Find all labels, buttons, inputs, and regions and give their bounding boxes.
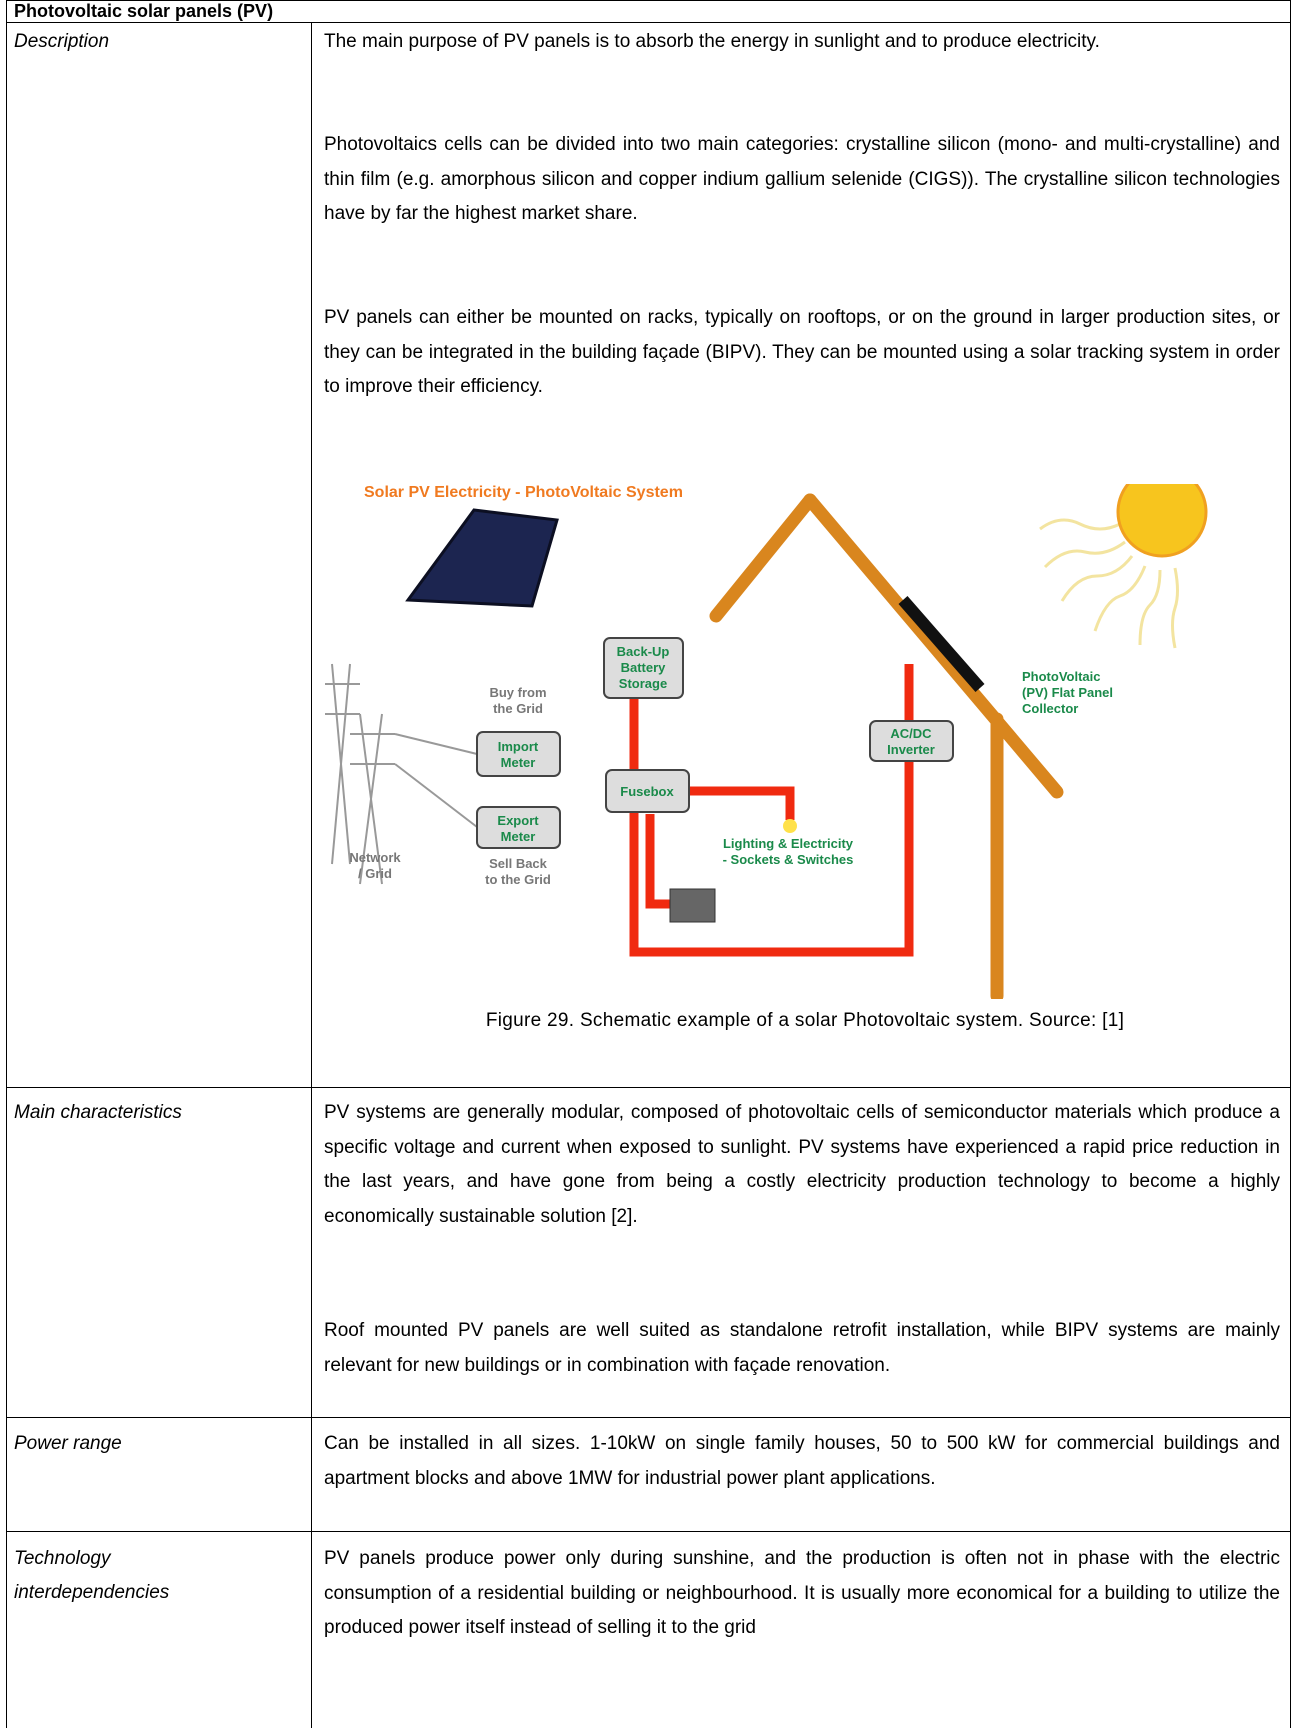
figure-caption: Figure 29. Schematic example of a solar … <box>485 1010 1125 1031</box>
paragraph: PV panels can either be mounted on racks… <box>324 307 1280 397</box>
figure-title: Solar PV Electricity - PhotoVoltaic Syst… <box>364 484 683 501</box>
row-label: Description <box>14 31 110 52</box>
rule <box>6 22 1291 23</box>
label: Battery <box>621 660 667 675</box>
row-label: Power range <box>14 1433 122 1454</box>
label: PhotoVoltaic <box>1022 669 1100 684</box>
rule <box>6 0 1291 1</box>
tv <box>669 888 716 923</box>
rule <box>6 1087 1291 1088</box>
label: Meter <box>501 755 536 770</box>
label: to the Grid <box>485 872 551 887</box>
label: Collector <box>1022 701 1078 716</box>
label: Network <box>349 850 401 865</box>
paragraph: PV systems are generally modular, compos… <box>324 1102 1280 1227</box>
rule <box>6 0 7 1728</box>
label: Meter <box>501 829 536 844</box>
label: Back-Up <box>617 644 670 659</box>
label: Buy from <box>489 685 546 700</box>
sun <box>1116 484 1208 558</box>
figure: Solar PV Electricity - PhotoVoltaic Syst… <box>325 484 1208 999</box>
row-label: Technology interdependencies <box>14 1548 170 1603</box>
label: Lighting & Electricity <box>723 836 854 851</box>
label: (PV) Flat Panel <box>1022 685 1113 700</box>
rule <box>6 1531 1291 1532</box>
house <box>709 493 1064 999</box>
label: Export <box>497 813 539 828</box>
pylons <box>325 663 478 885</box>
label: - Sockets & Switches <box>723 852 854 867</box>
paragraph: Roof mounted PV panels are well suited a… <box>324 1320 1280 1376</box>
label: / Grid <box>358 866 392 881</box>
rule <box>1290 0 1291 1728</box>
roof-panel <box>898 596 985 692</box>
label: AC/DC <box>890 726 932 741</box>
label: Fusebox <box>620 784 674 799</box>
rule <box>311 22 312 1728</box>
label: the Grid <box>493 701 543 716</box>
paragraph: PV panels produce power only during suns… <box>324 1548 1280 1638</box>
label: Storage <box>619 676 667 691</box>
rule <box>6 1417 1291 1418</box>
label: Import <box>498 739 539 754</box>
bulb <box>783 819 797 833</box>
sun-rays <box>1039 518 1179 649</box>
label: Inverter <box>887 742 935 757</box>
label: Sell Back <box>489 856 548 871</box>
solar-panel <box>405 508 559 608</box>
paragraph: Photovoltaics cells can be divided into … <box>324 134 1280 224</box>
row-label: Main characteristics <box>14 1102 182 1123</box>
boxes <box>476 637 954 849</box>
wiring <box>629 664 914 957</box>
paragraph: The main purpose of PV panels is to abso… <box>324 31 1100 52</box>
paragraph: Can be installed in all sizes. 1-10kW on… <box>324 1433 1280 1489</box>
table-title: Photovoltaic solar panels (PV) <box>14 1 274 21</box>
